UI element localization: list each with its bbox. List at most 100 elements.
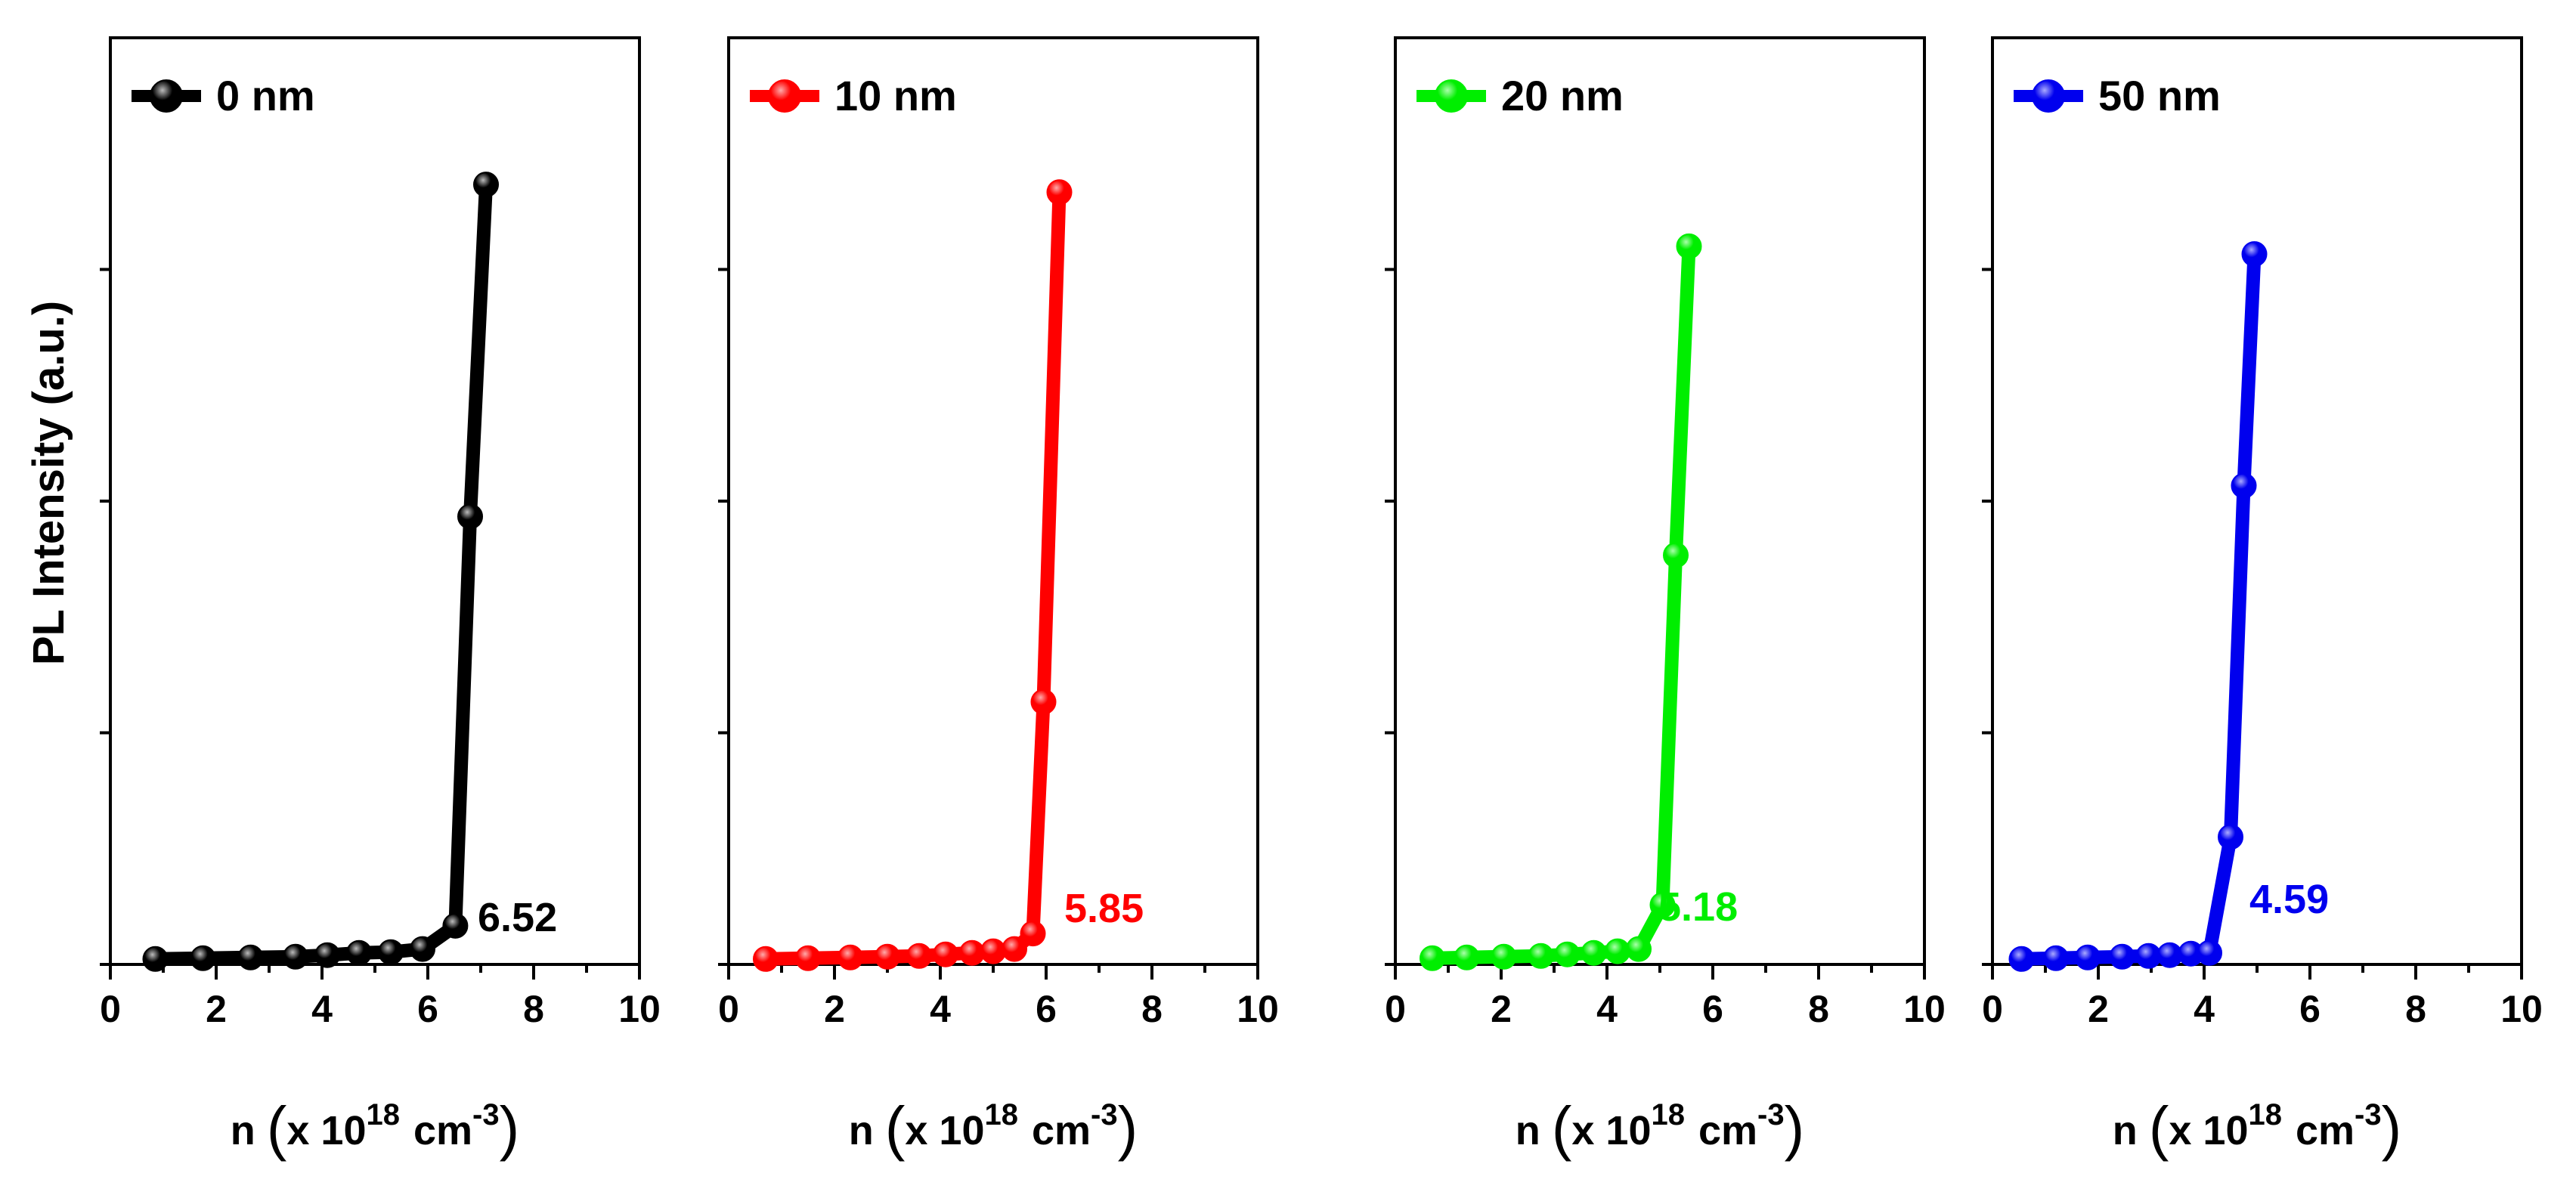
plot-frame — [727, 36, 1259, 966]
data-point — [190, 945, 216, 971]
x-axis-label: n (x 1018 cm-3) — [849, 1094, 1138, 1162]
data-point — [1030, 689, 1057, 715]
data-point — [1002, 936, 1027, 962]
plot-frame — [109, 36, 641, 966]
x-tick-label: 0 — [100, 988, 121, 1030]
x-tick-label: 10 — [1237, 988, 1279, 1030]
data-point — [1626, 936, 1652, 962]
data-point — [980, 938, 1006, 964]
data-point — [1020, 921, 1046, 947]
threshold-label: 5.85 — [1064, 886, 1144, 931]
x-label-main: x 10 — [1571, 1108, 1651, 1153]
tick-marks — [100, 268, 641, 980]
x-label-unit-exponent: -3 — [1091, 1098, 1118, 1131]
x-axis-label: n (x 1018 cm-3) — [2113, 1094, 2402, 1162]
data-point — [1649, 892, 1676, 918]
x-tick-label: 0 — [1982, 988, 2003, 1030]
panel-10nm: 0 2 4 6 8 10 10 nm 5.85 n (x 1018 cm-3) — [718, 36, 1279, 1162]
legend-label: 20 nm — [1501, 72, 1624, 119]
data-point — [795, 945, 821, 971]
series-line — [1426, 239, 1696, 965]
panel-20nm: 0 2 4 6 8 10 20 nm 5.18 n (x 1018 cm-3) — [1385, 36, 1946, 1162]
x-axis-label: n (x 1018 cm-3) — [1516, 1094, 1805, 1162]
data-point — [875, 943, 900, 970]
legend-marker-swatch — [768, 79, 801, 113]
x-tick-label: 8 — [1141, 988, 1163, 1030]
data-point — [314, 942, 340, 968]
data-point — [1420, 945, 1445, 971]
y-axis-label: PL Intensity (a.u.) — [24, 301, 73, 665]
legend-marker-swatch — [150, 79, 183, 113]
x-label-unit: cm — [413, 1108, 472, 1153]
series-line — [759, 185, 1067, 966]
data-point — [1554, 941, 1581, 967]
x-label-main: x 10 — [2169, 1108, 2248, 1153]
x-tick-label: 2 — [824, 988, 845, 1030]
x-label-exponent: 18 — [2249, 1098, 2283, 1131]
data-point — [2075, 944, 2101, 970]
x-label-unit: cm — [1698, 1108, 1757, 1153]
legend-label: 0 nm — [216, 72, 315, 119]
x-tick-labels: 0 2 4 6 8 10 — [1982, 988, 2543, 1030]
x-tick-labels: 0 2 4 6 8 10 — [1385, 988, 1946, 1030]
x-tick-label: 4 — [311, 988, 333, 1030]
x-tick-labels: 0 2 4 6 8 10 — [100, 988, 661, 1030]
x-tick-label: 2 — [1491, 988, 1512, 1030]
x-label-prefix: n — [231, 1108, 255, 1153]
legend: 20 nm — [1416, 72, 1624, 119]
x-tick-label: 2 — [206, 988, 227, 1030]
x-label-unit: cm — [2296, 1108, 2355, 1153]
x-label-prefix: n — [849, 1108, 874, 1153]
data-point — [457, 503, 483, 530]
data-point — [1581, 939, 1607, 966]
data-point — [2109, 943, 2135, 970]
tick-marks — [1982, 268, 2523, 980]
x-tick-label: 4 — [930, 988, 951, 1030]
data-point — [346, 939, 372, 966]
data-point — [838, 944, 863, 970]
x-tick-labels: 0 2 4 6 8 10 — [718, 988, 1279, 1030]
tick-marks — [718, 268, 1259, 980]
threshold-label: 5.18 — [1658, 884, 1738, 930]
x-label-main: x 10 — [286, 1108, 366, 1153]
x-tick-label: 4 — [1596, 988, 1618, 1030]
data-point — [1454, 944, 1480, 970]
data-point — [2231, 472, 2257, 499]
data-point — [2197, 939, 2222, 966]
x-label-exponent: 18 — [1652, 1098, 1686, 1131]
x-tick-label: 4 — [2194, 988, 2215, 1030]
data-point — [1605, 938, 1630, 964]
legend: 10 nm — [750, 72, 957, 119]
x-tick-label: 6 — [1036, 988, 1057, 1030]
data-point — [2008, 946, 2035, 972]
series-markers — [753, 179, 1073, 972]
data-point — [378, 939, 404, 965]
series-line — [2014, 247, 2262, 966]
legend-label: 10 nm — [834, 72, 957, 119]
data-point — [1046, 179, 1073, 206]
legend-marker-swatch — [1435, 79, 1468, 113]
x-tick-label: 6 — [2299, 988, 2321, 1030]
data-point — [283, 943, 308, 970]
x-tick-label: 6 — [1702, 988, 1723, 1030]
data-point — [473, 172, 499, 198]
x-label-main: x 10 — [905, 1108, 984, 1153]
panel-0nm: 0 2 4 6 8 10 0 nm 6.52 n (x 1018 cm-3) — [100, 36, 661, 1162]
x-tick-label: 8 — [2405, 988, 2426, 1030]
tick-marks — [1385, 268, 1926, 980]
data-point — [1676, 233, 1702, 259]
data-point — [1491, 943, 1517, 970]
x-tick-label: 10 — [1903, 988, 1946, 1030]
x-label-unit-exponent: -3 — [472, 1098, 500, 1131]
series-markers — [2008, 241, 2268, 972]
data-point — [237, 944, 264, 970]
series-markers — [142, 172, 499, 972]
x-tick-label: 2 — [2088, 988, 2109, 1030]
panel-50nm: 0 2 4 6 8 10 50 nm 4.59 n (x 1018 cm-3) — [1982, 36, 2543, 1162]
x-tick-label: 8 — [1808, 988, 1829, 1030]
